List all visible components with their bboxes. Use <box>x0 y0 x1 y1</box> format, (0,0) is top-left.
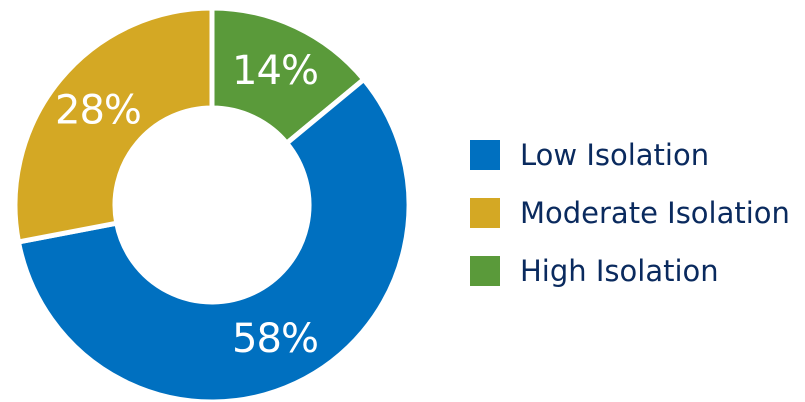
legend-label-moderate-isolation: Moderate Isolation <box>520 196 790 230</box>
legend-swatch-high-isolation <box>470 256 500 286</box>
slice-label-low-isolation: 58% <box>232 316 318 362</box>
legend-swatch-moderate-isolation <box>470 198 500 228</box>
slice-label-moderate-isolation: 28% <box>55 88 141 134</box>
slice-label-high-isolation: 14% <box>232 48 318 94</box>
donut-slice-moderate-isolation <box>12 5 215 245</box>
donut-slice-low-isolation <box>15 75 412 402</box>
legend: Low Isolation Moderate Isolation High Is… <box>470 126 790 300</box>
legend-swatch-low-isolation <box>470 140 500 170</box>
legend-item-high-isolation: High Isolation <box>470 242 790 300</box>
donut-chart: 14% 58% 28% <box>12 5 412 402</box>
legend-label-low-isolation: Low Isolation <box>520 138 710 172</box>
legend-item-moderate-isolation: Moderate Isolation <box>470 184 790 242</box>
legend-label-high-isolation: High Isolation <box>520 254 719 288</box>
legend-item-low-isolation: Low Isolation <box>470 126 790 184</box>
